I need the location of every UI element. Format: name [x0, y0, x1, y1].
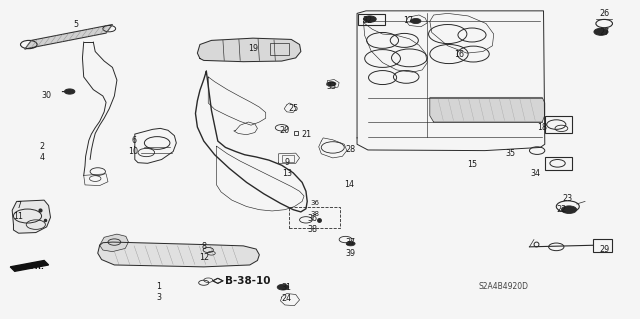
- Text: 39: 39: [346, 249, 356, 258]
- Text: 15: 15: [467, 160, 477, 169]
- Text: 18: 18: [537, 123, 547, 132]
- Circle shape: [327, 82, 336, 86]
- Text: 4: 4: [40, 153, 45, 162]
- Text: 19: 19: [248, 44, 258, 53]
- Circle shape: [364, 16, 376, 22]
- Polygon shape: [430, 98, 545, 122]
- Text: 30: 30: [42, 92, 52, 100]
- Text: 12: 12: [198, 254, 209, 263]
- Text: S2A4B4920D: S2A4B4920D: [478, 282, 529, 291]
- Bar: [289, 207, 340, 228]
- Polygon shape: [25, 25, 113, 49]
- Text: 35: 35: [505, 149, 515, 158]
- Text: 24: 24: [282, 294, 292, 303]
- Text: 9: 9: [284, 158, 289, 167]
- Polygon shape: [12, 200, 51, 233]
- Text: 6: 6: [131, 136, 136, 145]
- Text: 36: 36: [307, 214, 317, 223]
- Text: 14: 14: [344, 181, 354, 189]
- Text: 33: 33: [326, 82, 337, 91]
- Polygon shape: [100, 234, 129, 252]
- Text: 38: 38: [307, 225, 317, 234]
- Text: 29: 29: [599, 245, 609, 254]
- Text: 37: 37: [346, 238, 356, 247]
- Text: 23: 23: [563, 194, 573, 203]
- Text: B-38-10: B-38-10: [225, 276, 271, 286]
- Text: 10: 10: [129, 147, 138, 156]
- Polygon shape: [98, 242, 259, 267]
- Text: 16: 16: [454, 50, 464, 59]
- Circle shape: [411, 19, 421, 24]
- Text: 5: 5: [74, 20, 79, 29]
- Bar: [358, 14, 385, 25]
- Circle shape: [346, 241, 355, 246]
- Text: 27: 27: [599, 28, 609, 37]
- Bar: [593, 239, 612, 252]
- Circle shape: [65, 89, 75, 94]
- Text: ━: ━: [61, 89, 65, 94]
- Text: 26: 26: [599, 9, 609, 18]
- Text: 28: 28: [346, 145, 356, 154]
- Text: 38: 38: [310, 211, 319, 217]
- Circle shape: [561, 206, 577, 213]
- Circle shape: [277, 284, 289, 290]
- Text: 22: 22: [556, 205, 566, 214]
- Text: 17: 17: [403, 16, 413, 25]
- Text: 25: 25: [288, 104, 298, 113]
- Text: 20: 20: [280, 126, 290, 135]
- Text: FR.: FR.: [31, 262, 45, 271]
- Polygon shape: [10, 261, 49, 271]
- Text: 34: 34: [531, 169, 541, 178]
- Text: 11: 11: [13, 212, 24, 221]
- Text: 13: 13: [282, 169, 292, 178]
- Bar: [545, 116, 572, 133]
- Polygon shape: [197, 38, 301, 62]
- Bar: [282, 155, 294, 162]
- Bar: [270, 43, 289, 55]
- Text: 21: 21: [301, 130, 311, 138]
- Text: 8: 8: [201, 242, 206, 251]
- Text: 2: 2: [40, 142, 45, 151]
- Bar: [545, 157, 572, 170]
- Text: 32: 32: [363, 16, 373, 25]
- Text: 3: 3: [157, 293, 161, 302]
- Text: 31: 31: [282, 283, 292, 292]
- Text: 1: 1: [157, 282, 161, 291]
- Text: 7: 7: [16, 201, 21, 210]
- Circle shape: [594, 28, 608, 35]
- Text: 36: 36: [310, 200, 319, 205]
